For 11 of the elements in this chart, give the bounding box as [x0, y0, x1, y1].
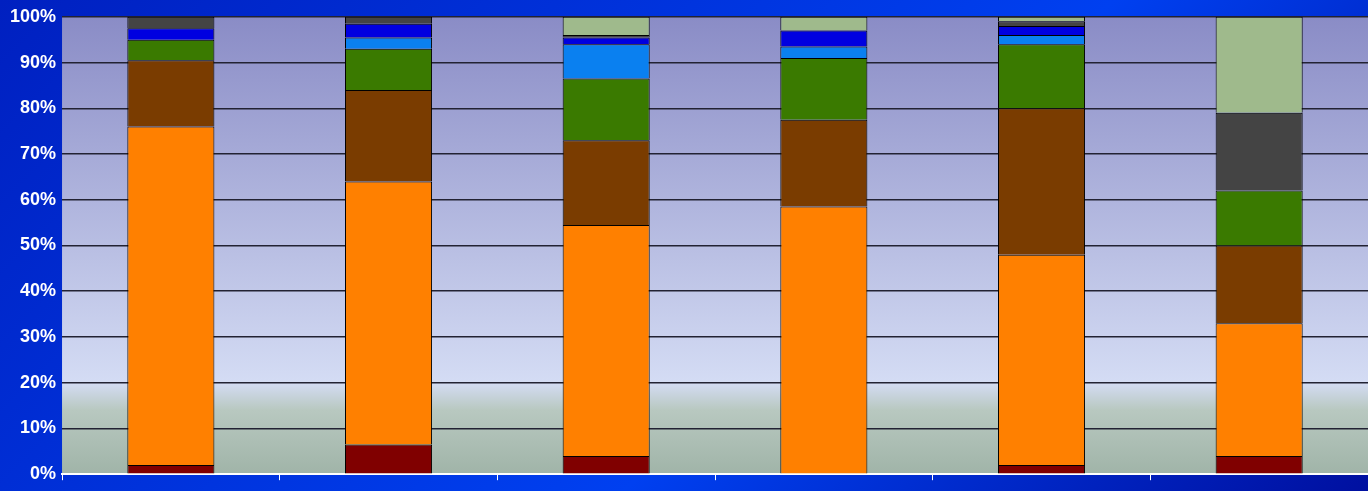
y-tick-label: 20% — [20, 371, 57, 392]
y-tick-label: 40% — [20, 280, 57, 301]
y-tick-label: 30% — [20, 325, 57, 346]
y-tick-label: 70% — [20, 142, 57, 163]
y-tick-label: 90% — [20, 51, 57, 72]
y-tick-label: 0% — [30, 463, 57, 484]
y-tick-label: 80% — [20, 97, 57, 118]
y-tick-label: 60% — [20, 188, 57, 209]
y-tick-label: 50% — [20, 234, 57, 255]
y-tick-label: 100% — [9, 5, 57, 26]
y-tick-label: 10% — [20, 417, 57, 438]
